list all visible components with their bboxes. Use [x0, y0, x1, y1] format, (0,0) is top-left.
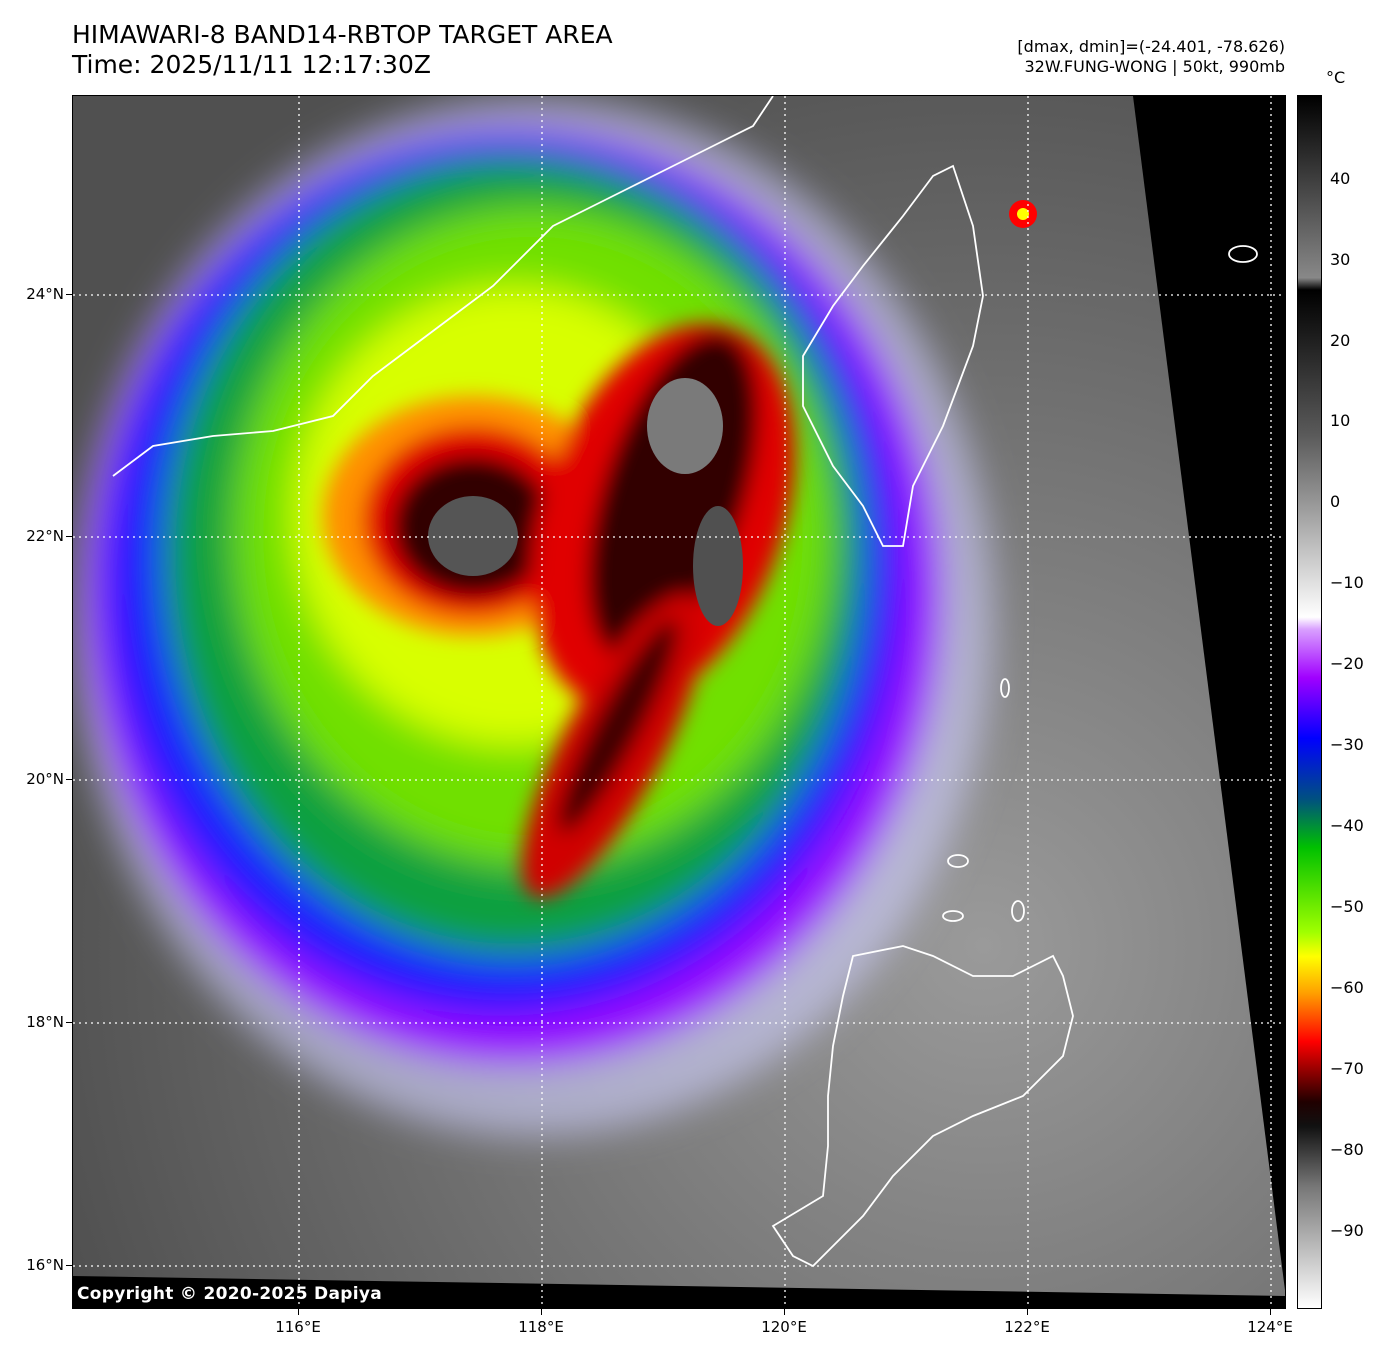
lat-label-16n: 16°N: [26, 1256, 64, 1274]
coastlines: [112, 96, 1258, 1268]
lon-tick: [541, 1309, 542, 1315]
colorbar-label: −40: [1330, 816, 1364, 835]
lon-tick: [784, 1309, 785, 1315]
small-island: [1000, 678, 1010, 698]
no-data-bottom: [73, 1276, 1285, 1308]
satellite-image-panel: Copyright © 2020-2025 Dapiya: [72, 95, 1286, 1309]
lat-label-18n: 18°N: [26, 1013, 64, 1031]
lon-label-120e: 120°E: [761, 1318, 807, 1336]
gridlines: [73, 96, 1285, 1308]
copyright-text: Copyright © 2020-2025 Dapiya: [77, 1284, 382, 1304]
lat-label-22n: 22°N: [26, 527, 64, 545]
colorbar-label: −10: [1330, 573, 1364, 592]
colorbar-label: −20: [1330, 654, 1364, 673]
china-coastline: [112, 96, 774, 477]
metadata-block: [dmax, dmin]=(-24.401, -78.626) 32W.FUNG…: [1017, 37, 1285, 77]
lat-tick: [66, 1265, 72, 1266]
colorbar-label: 10: [1330, 411, 1351, 430]
colorbar-label: 0: [1330, 492, 1341, 511]
colorbar-label: 30: [1330, 250, 1351, 269]
batanes-island-1: [947, 854, 969, 868]
lat-label-20n: 20°N: [26, 770, 64, 788]
colorbar: [1297, 95, 1322, 1309]
luzon-coastline: [771, 945, 1074, 1268]
colorbar-unit: °C: [1326, 68, 1346, 87]
lon-tick: [298, 1309, 299, 1315]
lon-label-122e: 122°E: [1004, 1318, 1050, 1336]
colorbar-label: −50: [1330, 897, 1364, 916]
colorbar-label: 20: [1330, 331, 1351, 350]
satellite-imagery: [73, 96, 1285, 1308]
lon-label-124e: 124°E: [1247, 1318, 1293, 1336]
colorbar-label: −90: [1330, 1221, 1364, 1240]
lon-tick: [1270, 1309, 1271, 1315]
lat-tick: [66, 294, 72, 295]
title-line-1: HIMAWARI-8 BAND14-RBTOP TARGET AREA: [72, 20, 613, 49]
colorbar-label: −80: [1330, 1140, 1364, 1159]
image-title: HIMAWARI-8 BAND14-RBTOP TARGET AREA Time…: [72, 20, 613, 80]
babuyan-island-2: [942, 910, 964, 922]
lon-label-118e: 118°E: [518, 1318, 564, 1336]
lat-tick: [66, 779, 72, 780]
dminmax-text: [dmax, dmin]=(-24.401, -78.626): [1017, 37, 1285, 56]
storm-info-text: 32W.FUNG-WONG | 50kt, 990mb: [1024, 57, 1285, 76]
yonaguni-island: [1228, 245, 1258, 263]
colorbar-label: −60: [1330, 978, 1364, 997]
lat-tick: [66, 1022, 72, 1023]
lon-tick: [1027, 1309, 1028, 1315]
babuyan-island-1: [1011, 900, 1025, 922]
title-line-2: Time: 2025/11/11 12:17:30Z: [72, 50, 431, 79]
lon-label-116e: 116°E: [275, 1318, 321, 1336]
no-data-wedge: [1133, 96, 1285, 1291]
colorbar-label: 40: [1330, 169, 1351, 188]
lat-tick: [66, 536, 72, 537]
taiwan-coastline: [802, 164, 984, 547]
lat-label-24n: 24°N: [26, 285, 64, 303]
overshooting-tops: [428, 200, 1037, 626]
colorbar-label: −30: [1330, 735, 1364, 754]
colorbar-label: −70: [1330, 1059, 1364, 1078]
